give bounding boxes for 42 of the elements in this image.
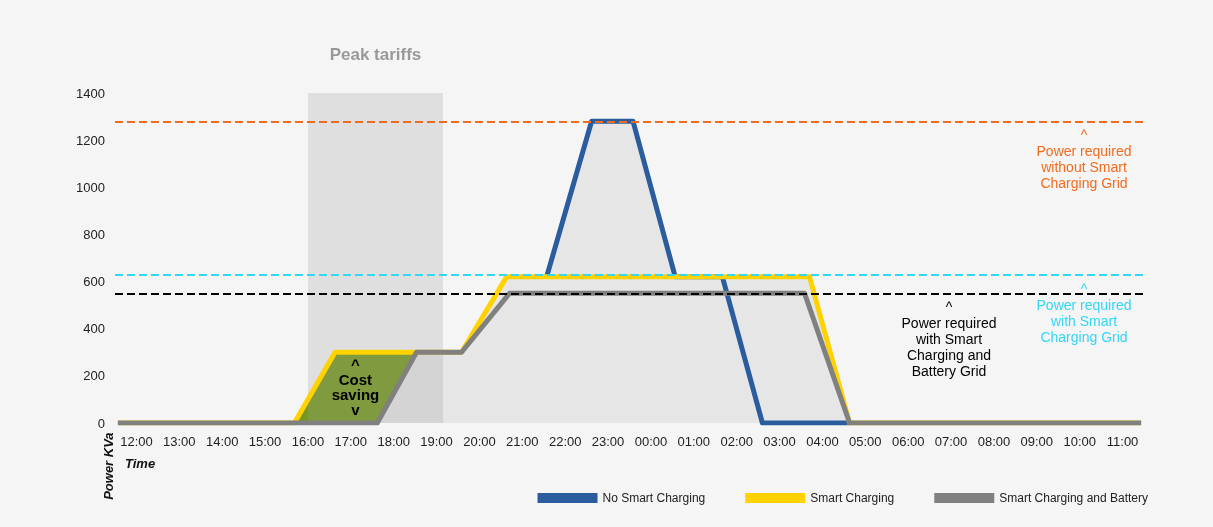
y-tick-label: 1400 — [76, 85, 105, 101]
x-tick-label: 09:00 — [1020, 434, 1054, 449]
x-tick-label: 14:00 — [205, 434, 239, 449]
x-tick-label: 00:00 — [634, 434, 668, 449]
x-tick-label: 11:00 — [1106, 434, 1139, 449]
x-tick-label: 04:00 — [806, 434, 839, 449]
legend-label: Smart Charging — [810, 491, 895, 505]
x-tick-label: 07:00 — [934, 434, 968, 449]
x-tick-label: 13:00 — [163, 434, 196, 449]
ref-line-label: ^ Power required with Smart Charging and Battery Grid — [901, 299, 997, 380]
band-label: Peak tariffs — [329, 45, 422, 64]
y-tick-label: 1000 — [76, 179, 105, 195]
y-axis-title: Power KVa — [101, 432, 116, 500]
x-tick-label: 10:00 — [1063, 434, 1096, 449]
x-tick-label: 03:00 — [763, 434, 796, 449]
y-tick-label: 200 — [83, 368, 105, 384]
x-tick-label: 08:00 — [977, 434, 1011, 449]
y-tick-label: 800 — [83, 226, 105, 242]
y-tick-label: 1200 — [76, 132, 105, 148]
x-tick-label: 15:00 — [248, 434, 282, 449]
ref-line-label: ^ Power required without Smart Charging Grid — [1036, 127, 1132, 192]
y-tick-label: 600 — [83, 274, 105, 290]
x-tick-label: 12:00 — [120, 434, 153, 449]
x-axis-title: Time — [125, 456, 156, 471]
legend-label: Smart Charging and Battery — [999, 491, 1149, 505]
x-tick-label: 23:00 — [591, 434, 625, 449]
x-tick-label: 06:00 — [891, 434, 925, 449]
legend-label: No Smart Charging — [602, 491, 706, 505]
x-tick-label: 05:00 — [849, 434, 882, 449]
annotation: ^ Cost saving v — [331, 356, 380, 419]
x-tick-label: 20:00 — [463, 434, 496, 449]
x-tick-label: 18:00 — [377, 434, 410, 449]
x-tick-label: 22:00 — [548, 434, 582, 449]
x-tick-label: 01:00 — [677, 434, 711, 449]
x-tick-label: 16:00 — [291, 434, 325, 449]
y-tick-label: 0 — [97, 415, 105, 431]
x-tick-label: 19:00 — [420, 434, 453, 449]
x-tick-label: 21:00 — [506, 434, 539, 449]
ref-line-label: ^ Power required with Smart Charging Grid — [1036, 280, 1132, 345]
x-tick-label: 02:00 — [720, 434, 753, 449]
x-tick-label: 17:00 — [334, 434, 368, 449]
y-tick-label: 400 — [83, 321, 105, 337]
